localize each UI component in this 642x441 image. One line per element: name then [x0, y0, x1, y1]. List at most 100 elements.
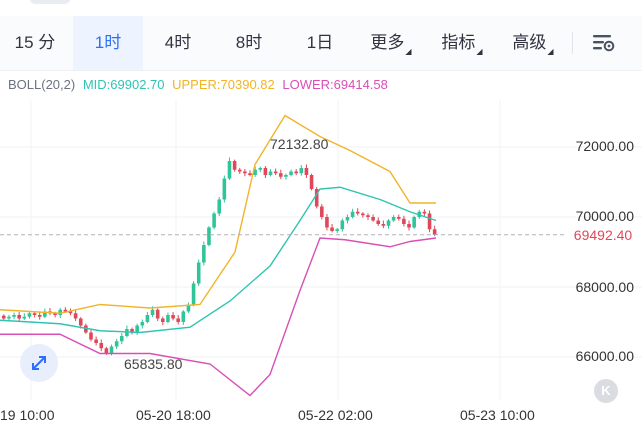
candle-body	[104, 348, 109, 354]
y-tick-label: 68000.00	[575, 279, 634, 295]
candle-body	[119, 336, 124, 342]
candle-body	[263, 168, 268, 175]
candle-body	[422, 211, 427, 214]
candle-body	[2, 315, 6, 319]
x-tick-label: 05-22 02:00	[298, 407, 373, 423]
y-tick-label: 72000.00	[575, 138, 634, 154]
candle-body	[412, 217, 416, 228]
candle-body	[212, 213, 216, 228]
candle-body	[171, 315, 175, 319]
candle-body	[155, 309, 160, 319]
k-line-button[interactable]: K	[594, 379, 618, 403]
tab-8h[interactable]: 8时	[214, 16, 284, 70]
candle-body	[73, 313, 78, 319]
candle-body	[161, 318, 165, 322]
candle-body	[243, 171, 247, 174]
boll-lower-line	[0, 237, 437, 397]
candle-body	[309, 175, 314, 189]
candle-body	[202, 245, 206, 263]
candle-body	[130, 329, 134, 333]
candle-body	[314, 189, 319, 207]
candle-body	[217, 199, 222, 214]
tab-advanced[interactable]: 高级◢	[498, 16, 568, 70]
candle-body	[135, 325, 139, 333]
candle-body	[181, 311, 186, 322]
candle-body	[43, 311, 47, 317]
tab-15m[interactable]: 15 分	[0, 16, 70, 70]
dropdown-caret-icon: ◢	[405, 47, 412, 56]
candle-body	[63, 309, 68, 312]
tab-label: 1日	[306, 33, 334, 52]
tab-1d[interactable]: 1日	[285, 16, 355, 70]
y-tick-label: 70000.00	[575, 208, 634, 224]
tab-label: 8时	[235, 33, 263, 52]
candle-body	[84, 325, 88, 333]
candle-body	[109, 346, 114, 354]
candle-body	[145, 315, 150, 322]
candle-body	[273, 171, 278, 174]
boll-mid-line	[0, 186, 437, 334]
bottom-edge	[0, 432, 642, 441]
candle-body	[345, 217, 350, 221]
candle-body	[89, 332, 93, 340]
boll-lower: LOWER:69414.58	[282, 77, 388, 92]
tabs-divider	[572, 32, 573, 54]
candle-body	[186, 304, 191, 312]
candle-body	[78, 318, 83, 326]
candle-body	[381, 224, 386, 226]
candle-body	[304, 168, 309, 175]
candlestick-chart[interactable]	[0, 100, 642, 400]
candle-body	[207, 227, 211, 245]
tab-label: 高级	[512, 33, 547, 52]
tab-more[interactable]: 更多◢	[356, 16, 426, 70]
boll-upper-line	[0, 114, 436, 314]
y-tick-label: 66000.00	[575, 348, 634, 364]
candle-body	[278, 173, 283, 177]
candle-body	[396, 217, 401, 219]
candle-body	[391, 217, 396, 221]
tab-label: 更多	[370, 33, 405, 52]
dropdown-caret-icon: ◢	[476, 47, 483, 56]
candle-body	[325, 217, 329, 228]
candle-body	[22, 316, 27, 319]
tab-4h[interactable]: 4时	[143, 16, 213, 70]
candle-body	[299, 168, 304, 174]
high-annotation: 72132.80	[270, 136, 329, 152]
candle-body	[376, 220, 381, 224]
candle-body	[268, 171, 273, 175]
candle-body	[27, 313, 32, 317]
candle-body	[196, 262, 201, 284]
candle-body	[248, 173, 252, 175]
candle-body	[68, 311, 73, 314]
x-tick-label: 05-23 10:00	[460, 407, 535, 423]
expand-arrows-icon[interactable]	[20, 344, 58, 382]
candle-body	[37, 315, 42, 317]
top-pill	[30, 0, 70, 4]
boll-upper: UPPER:70390.82	[172, 77, 275, 92]
candle-body	[32, 313, 37, 315]
candle-body	[361, 213, 365, 216]
tab-1h[interactable]: 1时	[73, 16, 143, 70]
tab-indicators[interactable]: 指标◢	[427, 16, 497, 70]
tab-label: 指标	[441, 33, 476, 52]
boll-mid: MID:69902.70	[82, 77, 165, 92]
candle-body	[253, 169, 257, 175]
boll-indicator-legend: BOLL(20,2) MID:69902.70 UPPER:70390.82 L…	[8, 77, 392, 92]
tab-label: 4时	[164, 33, 192, 52]
timeframe-tabs: 15 分 1时 4时 8时 1日 更多◢ 指标◢ 高级◢	[0, 16, 642, 71]
chart-settings-icon[interactable]	[590, 31, 618, 55]
candle-body	[284, 175, 288, 177]
candle-body	[427, 213, 432, 230]
candle-body	[99, 343, 104, 349]
candle-body	[150, 309, 155, 315]
candle-body	[407, 224, 411, 228]
last-price-label: 69492.40	[564, 225, 642, 245]
candle-body	[53, 313, 57, 315]
candle-body	[340, 220, 345, 230]
candle-body	[114, 341, 119, 347]
candle-body	[294, 171, 298, 174]
candle-body	[7, 316, 11, 319]
candle-body	[237, 169, 242, 172]
candle-body	[258, 168, 263, 170]
candle-body	[402, 218, 406, 224]
